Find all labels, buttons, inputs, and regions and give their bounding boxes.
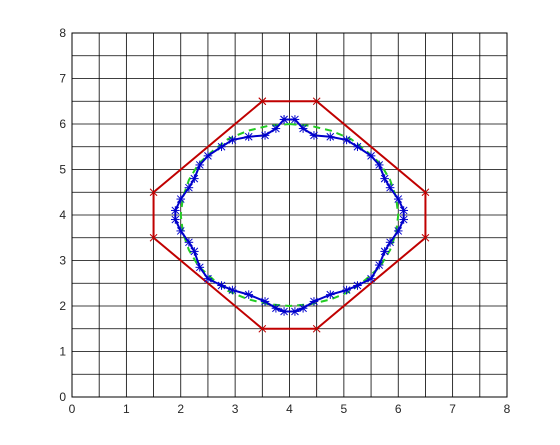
y-tick-label: 2 bbox=[59, 299, 66, 313]
x-tick-label: 7 bbox=[449, 402, 456, 416]
y-tick-label: 5 bbox=[59, 163, 66, 177]
data-point bbox=[399, 215, 408, 224]
series-0 bbox=[149, 97, 430, 333]
data-point bbox=[171, 206, 180, 215]
y-tick-label: 8 bbox=[59, 26, 66, 40]
data-point bbox=[244, 132, 254, 142]
data-point bbox=[421, 233, 430, 242]
x-tick-label: 5 bbox=[341, 402, 348, 416]
data-point bbox=[309, 131, 319, 140]
data-point bbox=[374, 160, 384, 170]
data-point bbox=[290, 307, 300, 316]
data-point bbox=[149, 233, 158, 242]
data-point bbox=[374, 260, 384, 270]
y-tick-label: 4 bbox=[59, 208, 66, 222]
data-point bbox=[260, 297, 270, 306]
data-point bbox=[244, 290, 254, 299]
data-point bbox=[309, 297, 319, 306]
x-tick-label: 8 bbox=[504, 402, 511, 416]
data-point bbox=[399, 206, 408, 215]
data-point bbox=[190, 247, 199, 256]
data-point bbox=[312, 97, 321, 106]
y-tick-label: 7 bbox=[59, 72, 66, 86]
ticks: 0 1 2 3 4 5 6 7 8 0 1 2 3 4 5 6 7 8 bbox=[59, 26, 510, 416]
y-tick-label: 0 bbox=[59, 390, 66, 404]
data-point bbox=[380, 247, 389, 256]
y-tick-label: 3 bbox=[59, 254, 66, 268]
data-point bbox=[271, 303, 281, 313]
data-point bbox=[366, 151, 376, 161]
series-1 bbox=[179, 123, 400, 307]
data-point bbox=[279, 307, 289, 316]
x-tick-label: 4 bbox=[286, 402, 293, 416]
data-point bbox=[203, 274, 213, 283]
data-point bbox=[353, 281, 362, 290]
data-point bbox=[184, 183, 194, 192]
plot-frame bbox=[71, 32, 508, 398]
grid bbox=[71, 32, 508, 398]
data-point bbox=[217, 281, 226, 290]
data-point bbox=[393, 194, 403, 204]
data-point bbox=[184, 238, 194, 247]
data-point bbox=[353, 142, 362, 152]
data-point bbox=[380, 174, 389, 183]
data-point bbox=[258, 324, 267, 333]
series-2 bbox=[171, 115, 408, 316]
data-point bbox=[228, 285, 237, 295]
data-point bbox=[290, 115, 300, 124]
data-point bbox=[342, 135, 351, 145]
data-point bbox=[149, 188, 158, 197]
series-line bbox=[179, 123, 400, 307]
data-point bbox=[312, 324, 321, 333]
x-tick-label: 3 bbox=[232, 402, 239, 416]
data-point bbox=[195, 263, 205, 272]
data-point bbox=[421, 188, 430, 197]
data-point bbox=[298, 303, 308, 313]
data-point bbox=[195, 160, 205, 170]
data-point bbox=[176, 194, 186, 204]
data-point bbox=[385, 238, 395, 247]
data-point bbox=[190, 174, 199, 183]
data-point bbox=[217, 142, 226, 152]
data-point bbox=[298, 124, 308, 133]
x-tick-label: 6 bbox=[395, 402, 402, 416]
data-point bbox=[385, 183, 395, 192]
y-tick-label: 6 bbox=[59, 117, 66, 131]
data-point bbox=[342, 285, 351, 295]
x-tick-label: 2 bbox=[177, 402, 184, 416]
data-point bbox=[279, 115, 289, 124]
data-point bbox=[325, 132, 335, 142]
data-point bbox=[228, 135, 237, 145]
data-point bbox=[393, 226, 403, 236]
data-point bbox=[271, 124, 281, 133]
data-point bbox=[325, 290, 335, 299]
data-point bbox=[176, 226, 186, 236]
data-point bbox=[258, 97, 267, 106]
series-layer bbox=[149, 97, 430, 333]
x-tick-label: 1 bbox=[123, 402, 130, 416]
data-point bbox=[366, 274, 376, 283]
data-point bbox=[260, 131, 270, 140]
data-point bbox=[203, 151, 213, 161]
y-tick-label: 1 bbox=[59, 345, 66, 359]
data-point bbox=[171, 215, 180, 224]
x-tick-label: 0 bbox=[69, 402, 76, 416]
